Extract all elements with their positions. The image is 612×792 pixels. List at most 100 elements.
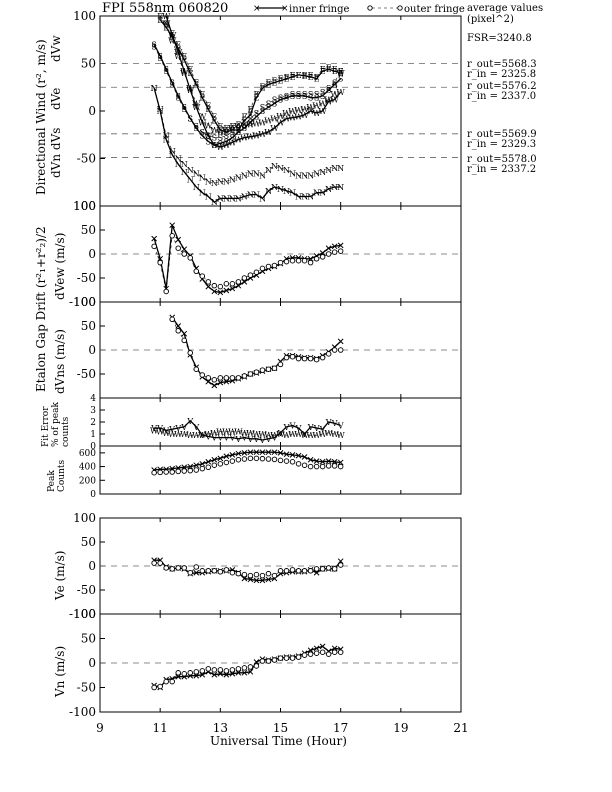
point-fit_error-0-26: V (307, 423, 314, 432)
x-tick-label-1: 11 (153, 721, 168, 735)
point-dVe-outer-15: E (247, 105, 253, 114)
point-dVw-inner-17: W (264, 128, 273, 137)
point-peak_counts-0-25 (301, 454, 308, 460)
dvs-rout-note: r_out=5569.9 (467, 129, 537, 140)
point-peak_counts-0-19 (265, 449, 272, 456)
point-dvew-0-13 (229, 285, 236, 292)
point-dvns-0-28 (337, 338, 344, 345)
figure-title: FPI 558nm 060820 (102, 1, 228, 16)
series-line-dVe-inner (159, 19, 341, 133)
point-peak_counts-1-9 (205, 464, 212, 471)
point-dvew-1-28 (319, 254, 326, 260)
point-dVs-inner-29: S (326, 86, 331, 95)
point-fit_error-0-12: V (222, 434, 229, 443)
point-dVn-inner-27: N (313, 189, 320, 198)
point-dVs-inner-21: S (278, 96, 283, 105)
point-dVe-outer-8: E (205, 101, 211, 110)
point-dVs-inner-0: S (151, 41, 156, 50)
point-dVe-outer-28: E (326, 63, 332, 72)
point-dvew-1-27 (313, 256, 320, 262)
point-dVn-inner-7: N (193, 183, 200, 192)
point-fit_error-1-15: W (240, 429, 249, 438)
point-peak_counts-1-10 (211, 462, 218, 468)
point-vn-1-17 (253, 663, 260, 669)
point-dVe-inner-1: E (163, 23, 169, 32)
point-fit_error-0-5: V (180, 423, 187, 432)
point-peak_counts-0-21 (277, 450, 284, 456)
point-vn-0-27 (313, 645, 320, 652)
point-fit_error-1-5: W (180, 430, 189, 439)
point-dVs-outer-11: S (218, 134, 223, 143)
point-dvns-1-12 (241, 373, 248, 379)
point-dVn-outer-8: N (199, 174, 206, 183)
point-dVw-outer-20: W (282, 109, 291, 118)
point-dVs-outer-23: S (290, 90, 295, 99)
point-peak_counts-0-16 (247, 449, 254, 456)
point-dvns-1-15 (259, 367, 266, 373)
point-dvew-0-11 (217, 289, 224, 296)
point-dVw-outer-9: W (216, 128, 225, 137)
point-peak_counts-1-14 (235, 456, 242, 463)
series-line-fit_error-1 (154, 430, 341, 436)
legend-outer-label: outer fringe (404, 4, 465, 15)
y-tick-label-dvns-2: 0 (88, 343, 96, 357)
y-tick-label-ve-2: 0 (88, 559, 96, 573)
point-vn-1-6 (187, 670, 193, 676)
point-fit_error-0-3: V (168, 425, 175, 434)
point-peak_counts-0-27 (313, 458, 320, 464)
point-fit_error-0-6: V (186, 417, 193, 426)
series-line-dVw-outer (165, 23, 341, 133)
point-dVw-inner-22: W (294, 113, 303, 122)
point-dVs-outer-31: S (338, 67, 343, 76)
point-dVe-inner-20: E (278, 77, 284, 86)
point-dVe-inner-4: E (181, 56, 187, 65)
point-dVw-outer-29: W (337, 69, 346, 78)
point-dvew-1-23 (289, 257, 296, 264)
point-dVw-inner-29: W (337, 88, 346, 97)
point-dvns-1-24 (313, 356, 320, 363)
y-tick-label-ve-3: -50 (77, 583, 96, 597)
point-dVw-outer-5: W (192, 99, 201, 108)
point-dvns-1-3 (187, 350, 193, 356)
point-dVs-outer-24: S (296, 90, 301, 99)
fit-error-label-2: % of peak (51, 402, 61, 447)
point-dVe-inner-5: E (187, 69, 193, 78)
point-dVe-inner-21: E (284, 75, 290, 84)
legend-outer-marker-a (367, 5, 373, 11)
series-line-dVn-outer (153, 88, 341, 184)
point-dVe-inner-12: E (229, 126, 235, 135)
dvn-rin-note: r_in = 2337.2 (467, 164, 536, 175)
point-vn-0-10 (211, 671, 218, 678)
point-dVs-outer-2: S (163, 67, 168, 76)
point-ve-0-17 (253, 577, 260, 584)
point-dvns-1-4 (193, 366, 200, 372)
point-dVs-inner-17: S (254, 113, 259, 122)
point-dVn-inner-19: N (265, 187, 272, 196)
point-fit_error-1-20: W (270, 431, 279, 440)
point-peak_counts-0-28 (319, 458, 326, 465)
legend-outer-marker-b (397, 5, 403, 11)
point-dvns-1-2 (181, 337, 187, 344)
point-dVn-outer-19: N (265, 166, 272, 175)
point-dVs-inner-7: S (194, 124, 199, 133)
y-tick-label-dvew-1: 50 (81, 223, 96, 237)
x-tick-label-0: 9 (96, 721, 104, 735)
point-dvns-1-10 (229, 375, 236, 381)
point-dVn-outer-18: N (259, 172, 266, 181)
legend-inner-marker-a: × (253, 4, 261, 14)
point-dVe-outer-5: E (187, 65, 193, 74)
point-dVs-outer-9: S (206, 132, 211, 141)
point-dvew-1-25 (301, 257, 308, 264)
point-dvns-1-6 (205, 375, 212, 381)
legend-inner-label: inner fringe (289, 4, 349, 15)
point-dVw-outer-15: W (252, 119, 261, 128)
point-ve-1-13 (229, 569, 236, 576)
point-ve-1-22 (283, 568, 290, 574)
point-dVn-inner-23: N (289, 189, 296, 198)
point-dVn-inner-28: N (319, 189, 326, 198)
point-peak_counts-1-20 (271, 456, 278, 463)
point-dVe-inner-6: E (193, 80, 199, 89)
point-dVw-inner-7: W (204, 132, 213, 141)
point-peak_counts-0-12 (223, 453, 230, 460)
point-ve-1-4 (175, 565, 181, 571)
